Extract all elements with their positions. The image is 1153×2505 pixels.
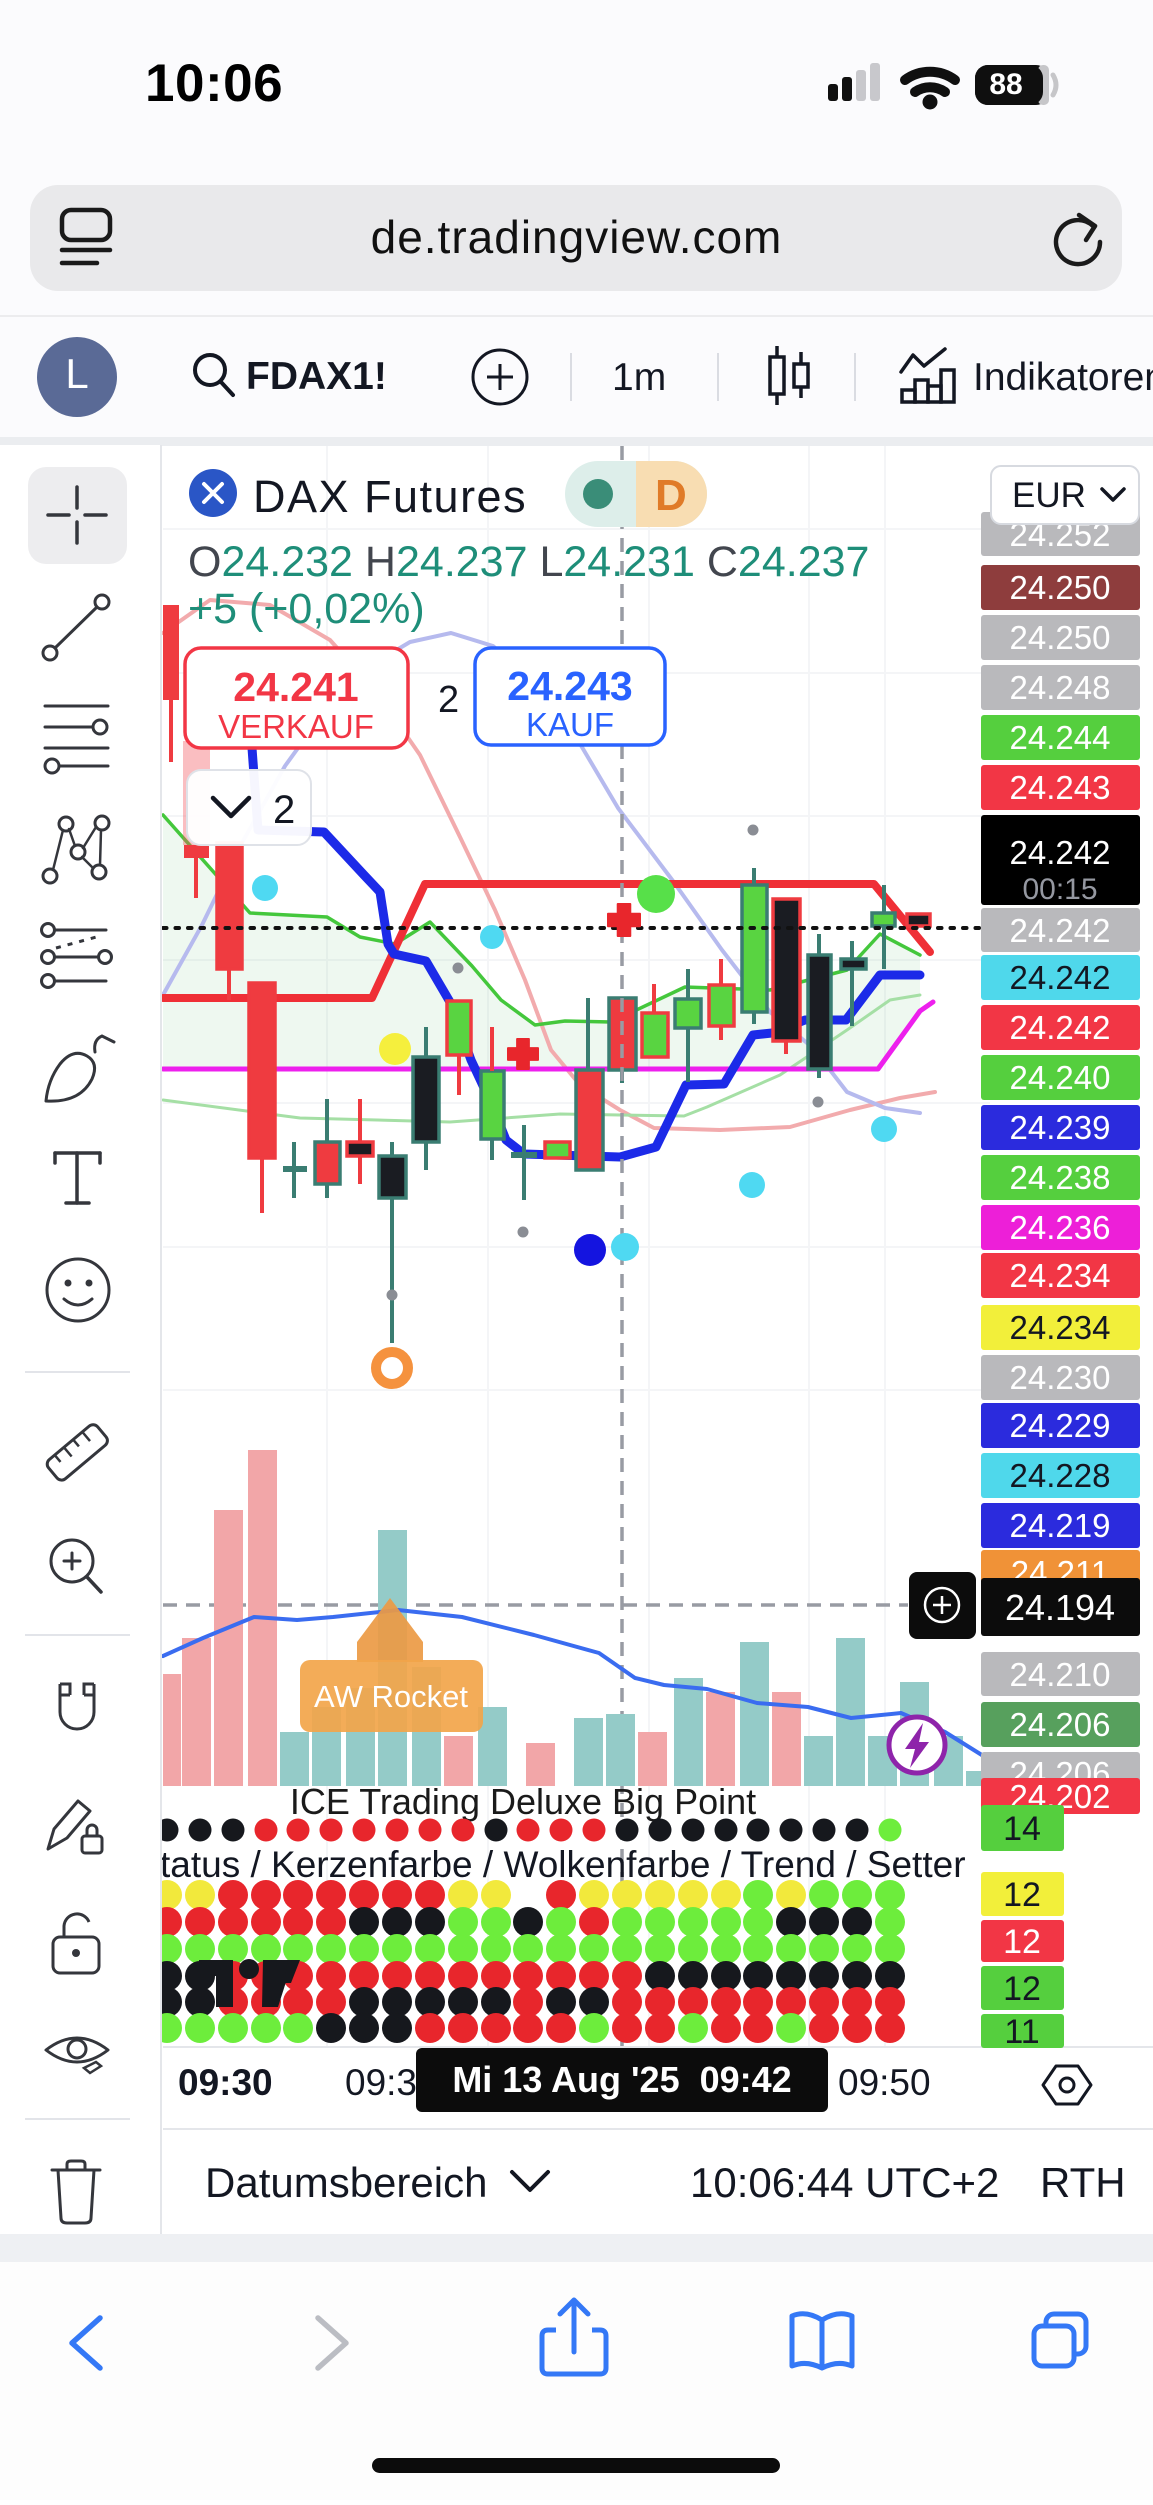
svg-text:12: 12 — [1003, 1970, 1041, 2008]
svg-text:11: 11 — [1004, 2013, 1039, 2051]
svg-text:24.242: 24.242 — [1010, 834, 1111, 871]
svg-text:AW Rocket: AW Rocket — [314, 1679, 468, 1714]
svg-text:2: 2 — [438, 679, 459, 721]
svg-text:09:30: 09:30 — [178, 2062, 273, 2103]
svg-text:24.219: 24.219 — [1010, 1507, 1111, 1544]
svg-text:DAX Futures: DAX Futures — [253, 471, 527, 522]
svg-text:24.243: 24.243 — [507, 663, 632, 709]
svg-text:KAUF: KAUF — [526, 706, 614, 743]
svg-text:24.234: 24.234 — [1010, 1309, 1111, 1346]
svg-text:O24.232 H24.237 L24.231 C24.23: O24.232 H24.237 L24.231 C24.237 — [188, 538, 869, 586]
svg-text:00:15: 00:15 — [1022, 873, 1097, 906]
svg-text:D: D — [655, 471, 687, 520]
svg-text:tatus / Kerzenfarbe / Wolkenfa: tatus / Kerzenfarbe / Wolkenfarbe / Tren… — [160, 1844, 966, 1885]
svg-text:RTH: RTH — [1040, 2159, 1126, 2206]
svg-text:24.240: 24.240 — [1010, 1059, 1111, 1096]
svg-text:ICE Trading Deluxe Big Point: ICE Trading Deluxe Big Point — [290, 1781, 756, 1822]
svg-text:24.206: 24.206 — [1010, 1706, 1111, 1743]
svg-text:24.236: 24.236 — [1010, 1209, 1111, 1246]
svg-text:VERKAUF: VERKAUF — [218, 708, 374, 745]
svg-text:24.242: 24.242 — [1010, 959, 1111, 996]
svg-text:10:06:44 UTC+2: 10:06:44 UTC+2 — [690, 2159, 999, 2206]
svg-text:24.243: 24.243 — [1010, 769, 1111, 806]
svg-text:Mi 13 Aug '25 09:42: Mi 13 Aug '25 09:42 — [452, 2059, 791, 2100]
svg-text:12: 12 — [1003, 1876, 1041, 1914]
svg-text:24.229: 24.229 — [1010, 1407, 1111, 1444]
svg-text:24.228: 24.228 — [1010, 1457, 1111, 1494]
svg-text:24.250: 24.250 — [1010, 619, 1111, 656]
svg-text:24.234: 24.234 — [1010, 1257, 1111, 1294]
svg-text:24.242: 24.242 — [1010, 1009, 1111, 1046]
svg-text:24.239: 24.239 — [1010, 1109, 1111, 1146]
svg-text:24.244: 24.244 — [1010, 719, 1111, 756]
svg-text:12: 12 — [1003, 1923, 1041, 1961]
svg-text:09:50: 09:50 — [838, 2062, 931, 2103]
svg-text:EUR: EUR — [1012, 476, 1086, 515]
svg-text:24.238: 24.238 — [1010, 1159, 1111, 1196]
svg-text:24.194: 24.194 — [1005, 1587, 1115, 1628]
svg-text:Datumsbereich: Datumsbereich — [205, 2159, 487, 2206]
svg-text:24.210: 24.210 — [1010, 1656, 1111, 1693]
svg-text:88: 88 — [989, 68, 1022, 101]
svg-text:24.250: 24.250 — [1010, 569, 1111, 606]
svg-text:14: 14 — [1003, 1810, 1041, 1848]
svg-text:2: 2 — [273, 788, 295, 832]
svg-text:24.230: 24.230 — [1010, 1359, 1111, 1396]
svg-text:24.241: 24.241 — [233, 664, 358, 710]
svg-text:24.242: 24.242 — [1010, 912, 1111, 949]
svg-text:24.248: 24.248 — [1010, 669, 1111, 706]
svg-text:+5 (+0,02%): +5 (+0,02%) — [188, 585, 425, 633]
